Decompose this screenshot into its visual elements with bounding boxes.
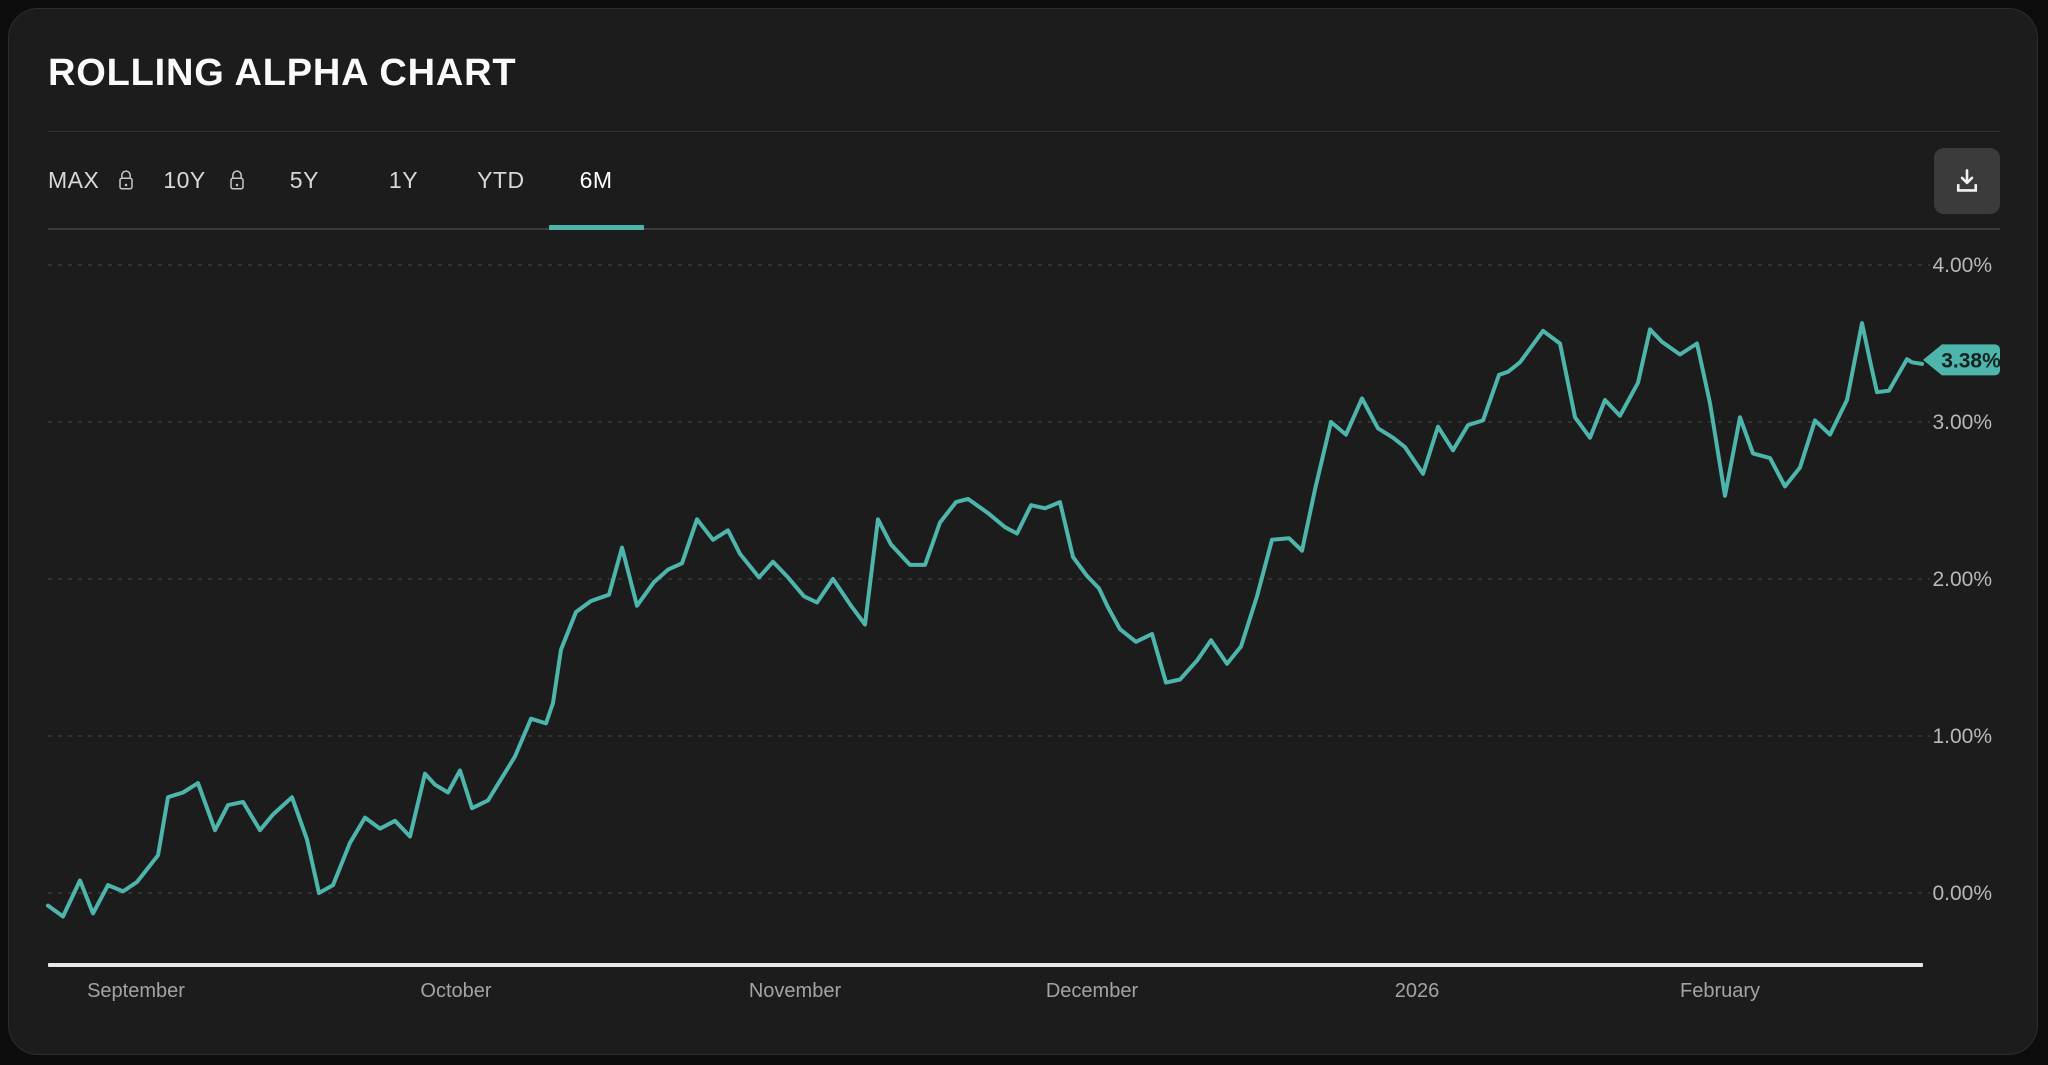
x-axis-label: November — [749, 980, 842, 1002]
tab-ytd-label: YTD — [477, 166, 525, 193]
chart-card — [8, 8, 2038, 1055]
y-axis-label: 3.00% — [1932, 411, 1992, 434]
alpha-line-series — [46, 321, 1924, 919]
tab-5y[interactable]: 5Y — [290, 132, 319, 228]
download-icon — [1952, 166, 1982, 196]
tab-10y[interactable]: 10Y — [163, 132, 205, 228]
lock-icon — [117, 169, 135, 192]
tab-1y-label: 1Y — [388, 166, 419, 193]
tab-5y-label: 5Y — [289, 166, 319, 193]
lock-icon — [228, 169, 246, 192]
tab-6m[interactable]: 6M — [548, 132, 644, 230]
x-axis-label: December — [1046, 980, 1139, 1002]
time-range-tabs: MAX 10Y 5Y 1Y YTD — [48, 132, 644, 230]
tab-6m-label: 6M — [579, 166, 613, 193]
tab-ytd[interactable]: YTD — [477, 132, 525, 228]
x-axis-label: October — [420, 980, 491, 1002]
y-axis-label: 1.00% — [1932, 725, 1992, 748]
title-divider — [48, 131, 2000, 132]
y-axis-label: 0.00% — [1932, 882, 1992, 905]
tabs-divider — [48, 228, 2000, 230]
download-button[interactable] — [1934, 148, 2000, 214]
last-value-badge-label: 3.38% — [1941, 349, 2001, 372]
last-value-badge — [1923, 344, 2000, 376]
tab-max[interactable]: MAX — [48, 132, 99, 228]
x-axis-label: September — [87, 980, 185, 1002]
x-axis-line — [48, 963, 1923, 967]
tab-10y-label: 10Y — [163, 166, 206, 193]
page-title: ROLLING ALPHA CHART — [48, 52, 517, 94]
x-axis-label: February — [1680, 980, 1760, 1002]
tab-max-label: MAX — [48, 166, 100, 193]
tab-1y[interactable]: 1Y — [389, 132, 418, 228]
x-axis-label: 2026 — [1395, 980, 1440, 1002]
y-axis-label: 4.00% — [1932, 254, 1992, 277]
y-axis-label: 2.00% — [1932, 568, 1992, 591]
